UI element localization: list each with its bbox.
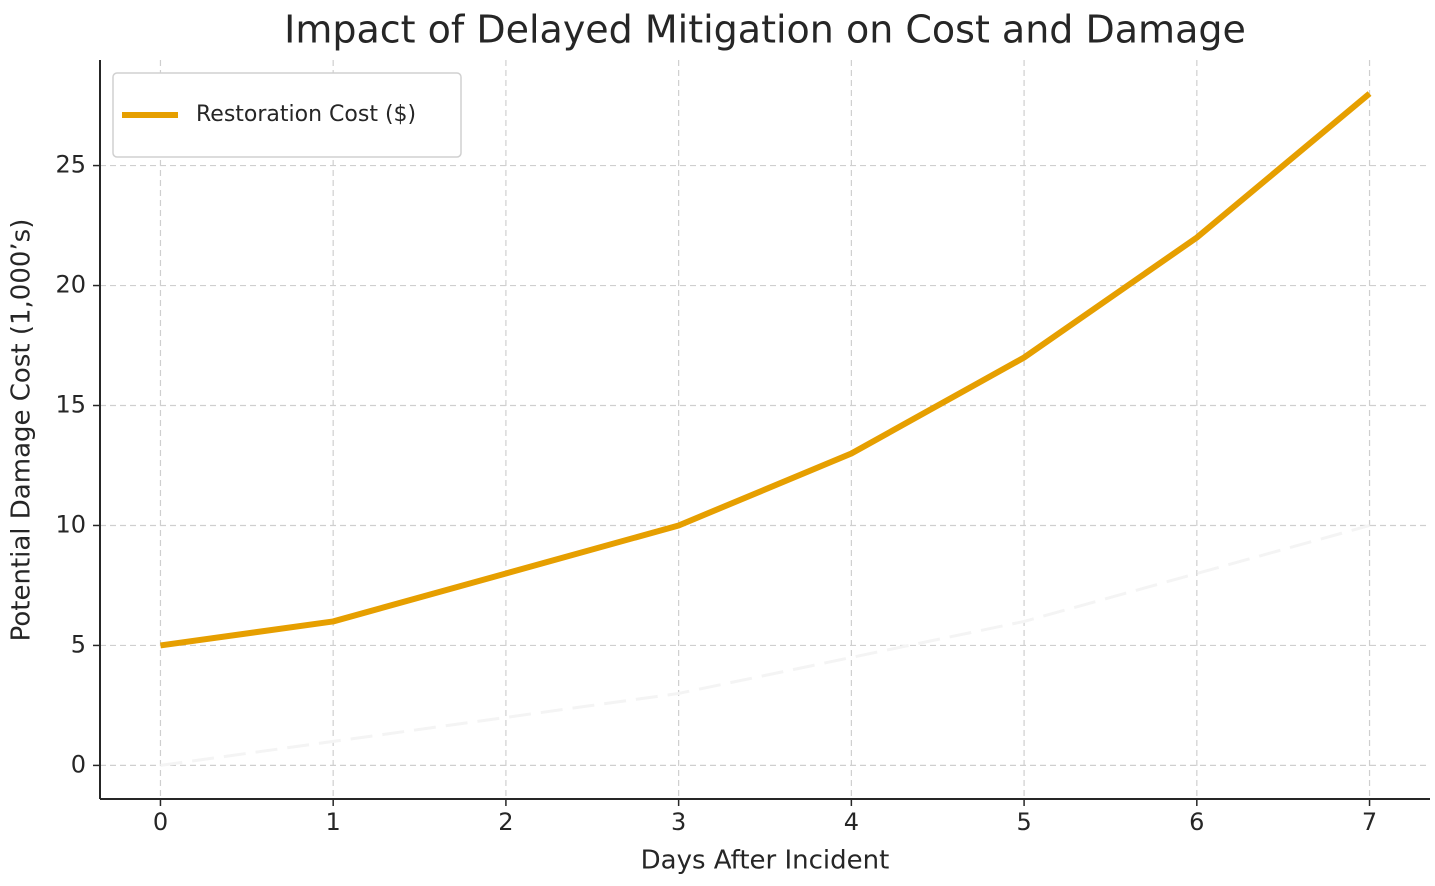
x-tick-label: 0 [153,808,168,836]
y-tick-label: 5 [71,630,86,658]
legend-box [112,72,462,158]
series-line [160,524,1370,767]
y-tick-label: 25 [55,151,86,179]
y-tick-label: 0 [71,750,86,778]
legend-label: Restoration Cost ($) [196,102,416,127]
y-tick-label: 15 [55,391,86,419]
x-tick-label: 2 [498,808,513,836]
y-axis-label: Potential Damage Cost (1,000’s) [7,219,37,642]
x-tick-label: 4 [844,808,859,836]
x-tick-label: 6 [1189,808,1204,836]
x-tick-label: 7 [1362,808,1377,836]
x-tick-label: 5 [1016,808,1031,836]
y-tick-label: 20 [55,271,86,299]
x-tick-label: 3 [671,808,686,836]
chart-title: Impact of Delayed Mitigation on Cost and… [284,8,1246,52]
x-axis-label: Days After Incident [641,846,890,876]
series-line [160,91,1372,649]
x-tick-label: 1 [326,808,341,836]
y-tick-label: 10 [55,510,86,538]
